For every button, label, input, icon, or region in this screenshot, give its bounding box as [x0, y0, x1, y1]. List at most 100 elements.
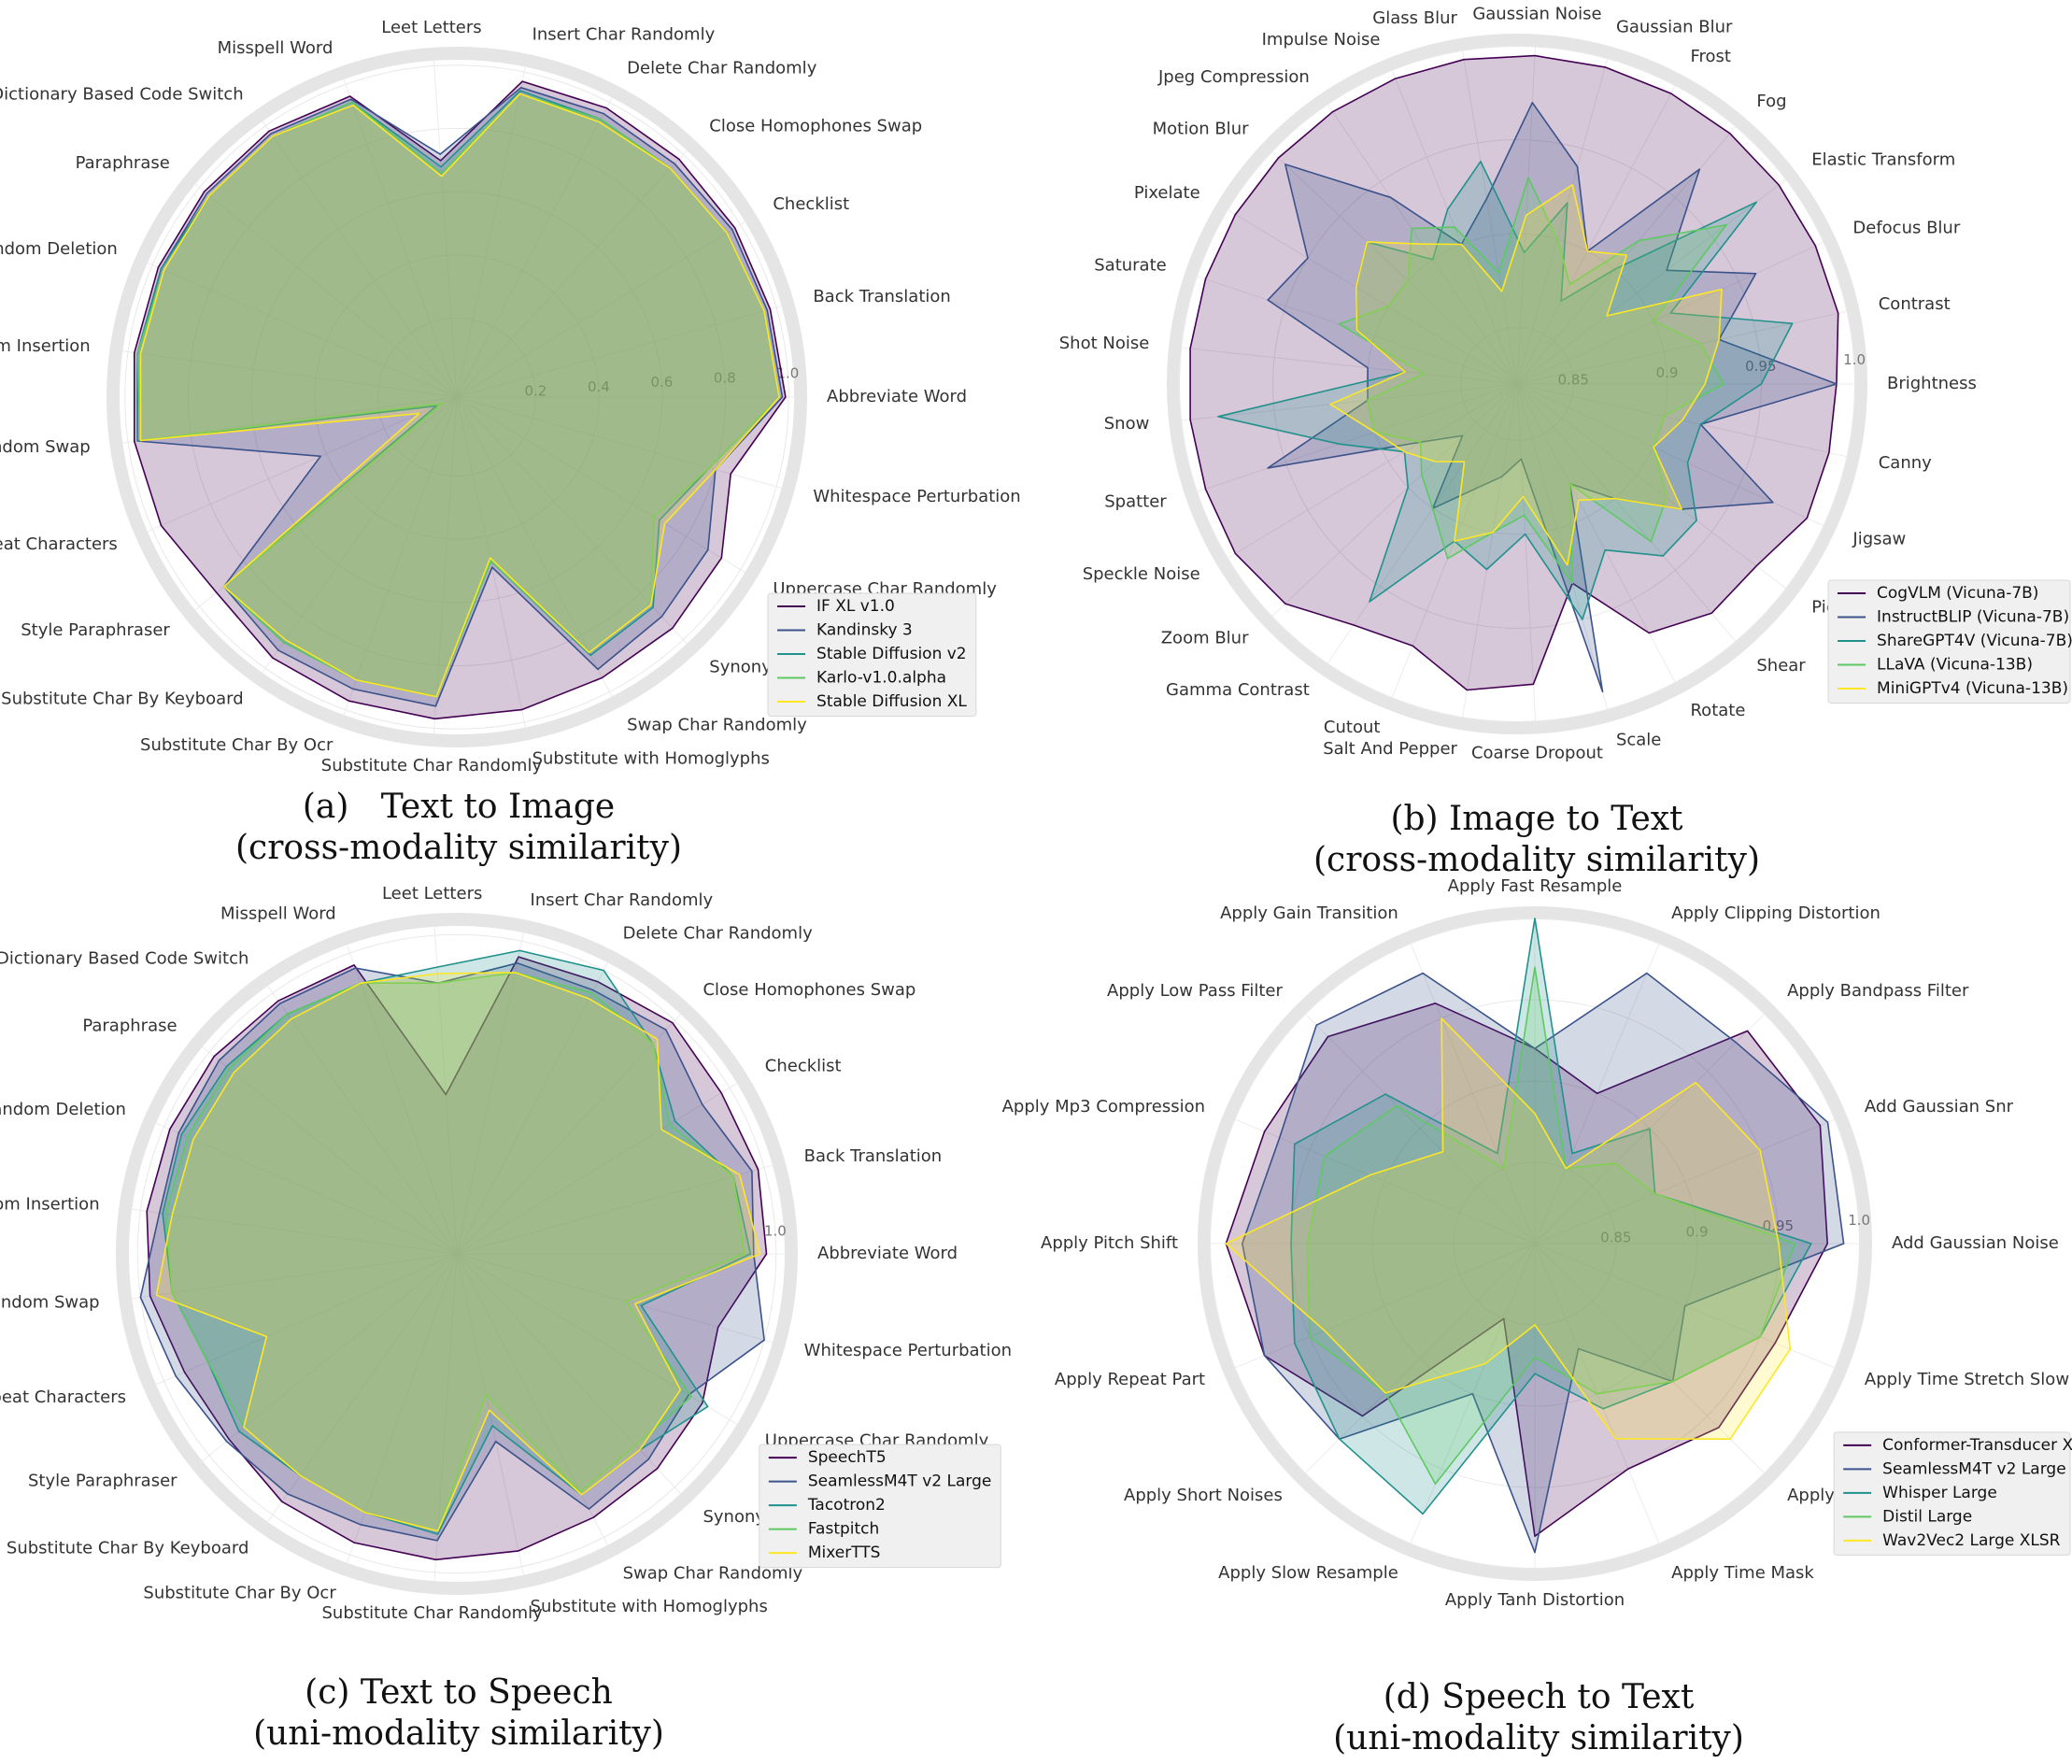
- legend-label: Distil Large: [1882, 1507, 1972, 1526]
- spoke: [456, 1253, 682, 1495]
- r-tick-label: 0.6: [650, 374, 673, 391]
- category-label: Fog: [1756, 92, 1786, 111]
- spoke: [456, 149, 688, 398]
- category-label: Scale: [1616, 731, 1661, 750]
- spoke: [131, 1253, 458, 1300]
- spoke: [121, 350, 458, 398]
- spoke: [193, 183, 458, 398]
- series-area: [1217, 161, 1794, 620]
- legend-box: [1833, 1431, 2071, 1556]
- series-area: [146, 956, 768, 1561]
- legend-label: Tacotron2: [807, 1496, 886, 1515]
- spoke: [456, 1253, 774, 1344]
- grid-circle: [1371, 1080, 1698, 1407]
- category-label: Contrast: [1879, 294, 1951, 314]
- category-label: Insert Char Randomly: [531, 890, 714, 910]
- category-label: Gaussian Blur: [1616, 17, 1733, 36]
- legend-label: SpeechT5: [808, 1448, 887, 1467]
- spoke: [456, 396, 613, 698]
- category-label: Jpeg Compression: [1157, 67, 1310, 87]
- r-tick-label: 1.0: [1848, 1212, 1870, 1229]
- category-label: Checklist: [773, 194, 849, 214]
- spoke: [146, 262, 458, 398]
- spoke: [456, 65, 527, 398]
- category-label: Shot Noise: [1059, 334, 1150, 353]
- spoke: [433, 396, 458, 735]
- legend-label: IF XL v1.0: [816, 597, 895, 616]
- category-label: Random Swap: [0, 437, 91, 457]
- category-label: Rotate: [1690, 701, 1745, 720]
- r-tick-label: 0.9: [1656, 364, 1679, 381]
- chart-subtitle: (uni-modality similarity): [1333, 1719, 1744, 1757]
- spoke: [456, 396, 688, 645]
- legend: CogVLM (Vicuna-7B) InstructBLIP (Vicuna-7…: [1827, 579, 2072, 704]
- category-label: Elastic Transform: [1811, 149, 1955, 169]
- chart-subtitle: (cross-modality similarity): [1313, 841, 1760, 879]
- spoke: [131, 1208, 458, 1255]
- legend-label: Wav2Vec2 Large XLSR: [1882, 1531, 2060, 1550]
- category-label: Swap Char Randomly: [623, 1564, 803, 1584]
- category-label: Style Paraphraser: [21, 620, 170, 640]
- spoke: [456, 396, 527, 729]
- spoke: [343, 78, 458, 398]
- grid-circle: [1460, 327, 1574, 441]
- legend-label: CogVLM (Vicuna-7B): [1877, 584, 2038, 603]
- category-label: Apply Gain Transition: [1220, 903, 1398, 923]
- category-label: Apply Bandpass Filter: [1787, 981, 1969, 1001]
- category-label: Random Insertion: [0, 336, 91, 356]
- category-label: Substitute Char Randomly: [321, 756, 543, 775]
- spoke: [456, 96, 613, 398]
- category-label: Frost: [1690, 47, 1731, 66]
- spoke: [346, 944, 458, 1255]
- legend-label: Whisper Large: [1882, 1484, 1997, 1502]
- legend: IF XL v1.0 Kandinsky 3 Stable Diffusion v2…: [767, 592, 977, 717]
- category-label: Apply Slow Resample: [1218, 1563, 1398, 1583]
- spoke: [433, 59, 458, 398]
- spoke: [343, 396, 458, 717]
- r-tick-label: 0.85: [1557, 371, 1588, 388]
- grid-circle: [376, 317, 537, 477]
- spoke: [456, 305, 783, 398]
- category-label: Apply Pitch Shift: [1041, 1233, 1178, 1253]
- category-label: Paraphrase: [82, 1016, 177, 1035]
- category-label: Random Deletion: [0, 239, 118, 259]
- category-label: Substitute Char Randomly: [321, 1603, 543, 1623]
- legend-label: MixerTTS: [808, 1544, 881, 1562]
- category-label: Saturate: [1094, 256, 1166, 276]
- category-label: Gamma Contrast: [1166, 680, 1310, 700]
- chart-title: (d) Speech to Text: [1384, 1678, 1695, 1716]
- series-area: [1329, 184, 1723, 566]
- spoke: [456, 1253, 525, 1576]
- category-label: Insert Char Randomly: [532, 24, 716, 44]
- category-label: Misspell Word: [218, 38, 334, 58]
- category-label: Apply Mp3 Compression: [1002, 1097, 1205, 1117]
- category-label: Jigsaw: [1852, 529, 1906, 548]
- category-label: Delete Char Randomly: [623, 923, 814, 943]
- spoke: [456, 1253, 609, 1546]
- spoke: [433, 1253, 458, 1583]
- category-label: Canny: [1879, 453, 1932, 473]
- legend-box: [767, 592, 977, 717]
- category-label: Leet Letters: [381, 18, 481, 37]
- category-label: Random Deletion: [0, 1100, 126, 1119]
- chart-title: (c) Text to Speech: [305, 1673, 613, 1712]
- spoke: [146, 396, 458, 533]
- legend-label: SeamlessM4T v2 Large: [1882, 1459, 2066, 1478]
- spoke: [261, 396, 458, 675]
- category-label: Back Translation: [813, 287, 951, 306]
- r-tick-label: 1.0: [764, 1223, 787, 1240]
- category-label: Whitespace Perturbation: [813, 487, 1020, 506]
- chart-subtitle: (cross-modality similarity): [235, 829, 682, 867]
- series-area: [139, 962, 765, 1542]
- series-area: [155, 972, 761, 1532]
- legend-label: Stable Diffusion XL: [816, 692, 967, 711]
- category-label: Motion Blur: [1153, 120, 1250, 139]
- r-tick-label: 0.8: [714, 369, 736, 386]
- spoke: [433, 925, 458, 1255]
- legend-label: SeamlessM4T v2 Large: [808, 1472, 992, 1491]
- category-label: Shear: [1756, 656, 1806, 676]
- grid-circle: [124, 64, 789, 730]
- category-label: Substitute Char By Keyboard: [1, 690, 243, 709]
- grid-circle: [314, 254, 600, 540]
- category-label: Apply Time Stretch Slow: [1865, 1370, 2069, 1389]
